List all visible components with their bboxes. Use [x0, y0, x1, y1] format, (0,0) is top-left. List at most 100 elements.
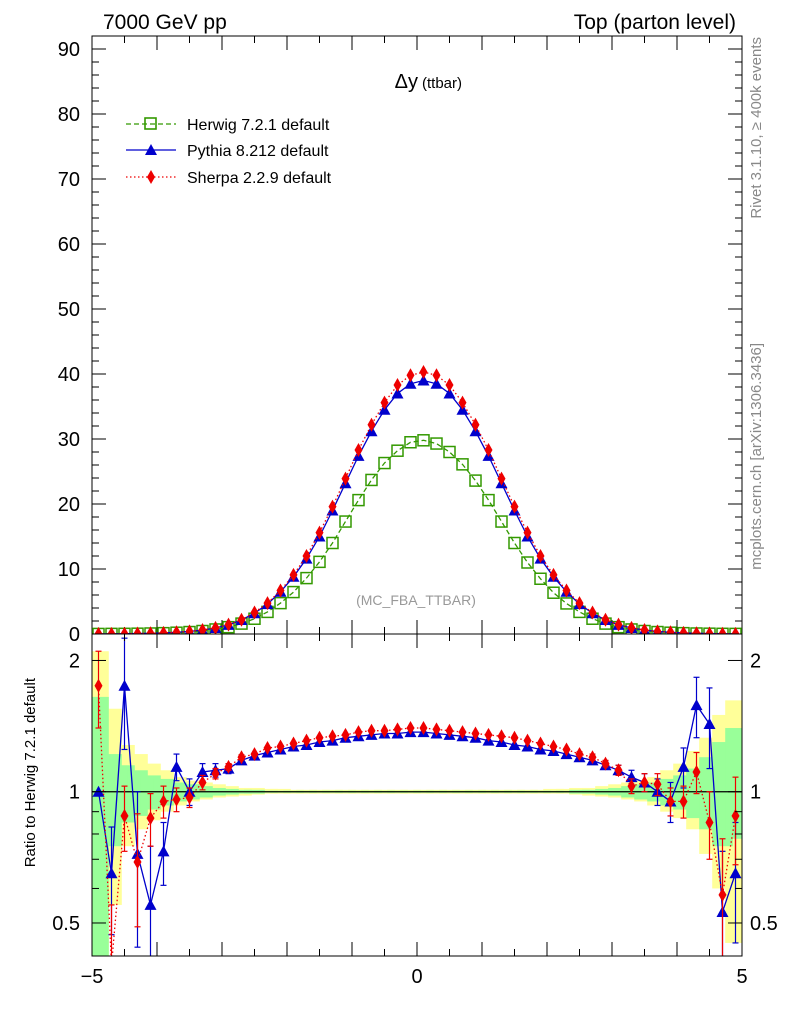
sherpa-point: [406, 368, 415, 383]
sherpa-ratio-point: [159, 794, 168, 809]
pythia-point: [443, 387, 456, 399]
sherpa-ratio-point: [666, 794, 675, 809]
herwig-point: [365, 473, 378, 487]
sherpa-ratio-point: [705, 815, 714, 830]
sherpa-point: [198, 623, 207, 634]
sherpa-point: [536, 549, 545, 563]
main-y-tick-label: 70: [58, 169, 80, 191]
sherpa-ratio-point: [640, 775, 649, 790]
sherpa-point: [393, 378, 402, 393]
sherpa-ratio-point: [562, 742, 571, 757]
sherpa-ratio-point: [575, 747, 584, 762]
sherpa-point: [679, 625, 688, 634]
herwig-point: [521, 556, 534, 569]
herwig-point: [508, 536, 521, 550]
main-y-tick-label: 80: [58, 104, 80, 126]
sherpa-ratio-point: [224, 759, 233, 774]
main-y-axis: 0 10 20 30 40 50 60 70 80 90: [58, 35, 742, 646]
sherpa-point: [94, 626, 103, 634]
herwig-band-green: [725, 728, 742, 839]
herwig-point: [547, 586, 560, 599]
main-panel: 0 10 20 30 40 50 60 70 80 90 Δy (ttbar) (MC_FBA_T…: [58, 35, 743, 646]
sherpa-ratio-point: [211, 766, 220, 781]
herwig-point: [534, 572, 547, 585]
sherpa-point: [159, 625, 168, 634]
sherpa-point: [107, 626, 116, 634]
sherpa-point: [263, 596, 272, 611]
legend-entry-herwig: Herwig 7.2.1 default: [126, 117, 330, 134]
sherpa-ratio-point: [458, 725, 467, 740]
sherpa-point: [614, 617, 623, 632]
sherpa-point: [601, 612, 610, 627]
herwig-point: [482, 493, 495, 507]
legend-herwig-label: Herwig 7.2.1 default: [187, 117, 330, 134]
herwig-point: [456, 458, 469, 471]
ratio-y-tick-label-right: 1: [750, 782, 761, 804]
herwig-point: [352, 493, 365, 507]
sherpa-point: [211, 620, 220, 634]
main-y-tick-label: 20: [58, 494, 80, 516]
analysis-id-label: (MC_FBA_TTBAR): [356, 592, 476, 608]
sherpa-point: [237, 612, 246, 627]
legend: Herwig 7.2.1 default Pythia 8.212 defaul…: [126, 117, 332, 187]
herwig-point: [287, 585, 300, 599]
sherpa-point: [146, 626, 155, 634]
herwig-point: [430, 437, 443, 450]
main-y-tick-label: 40: [58, 364, 80, 386]
herwig-point: [300, 571, 313, 585]
sherpa-ratio-point: [536, 736, 545, 751]
observable-group-label: Top (parton level): [574, 11, 736, 34]
sherpa-ratio-point: [315, 730, 324, 745]
sherpa-point: [289, 567, 298, 582]
ratio-panel: 0.5 0.5 1 1 2 2 −5 0 5 Ratio to Herwig 7.2.1 de…: [22, 633, 778, 988]
sherpa-point: [341, 471, 350, 486]
sherpa-ratio-point: [354, 725, 363, 740]
ratio-y-tick-label: 0.5: [52, 913, 80, 935]
herwig-point: [404, 436, 417, 449]
herwig-point: [417, 434, 430, 447]
sherpa-ratio-point: [614, 763, 623, 778]
main-y-tick-label: 0: [69, 624, 80, 646]
main-x-ticks: [91, 36, 743, 634]
legend-pythia-label: Pythia 8.212 default: [187, 143, 329, 160]
sherpa-ratio-point: [601, 756, 610, 771]
plot-title-sub: (ttbar): [422, 75, 462, 92]
sherpa-point: [653, 624, 662, 634]
sherpa-ratio-point: [692, 764, 701, 779]
mcplots-reference-label: mcplots.cern.ch [arXiv:1306.3436]: [748, 343, 765, 570]
sherpa-point: [354, 443, 363, 458]
herwig-point: [313, 555, 326, 569]
sherpa-ratio-point: [484, 727, 493, 742]
sherpa-point: [692, 626, 701, 634]
sherpa-point: [250, 605, 259, 620]
herwig-point: [443, 445, 456, 459]
sherpa-ratio-point: [393, 722, 402, 737]
sherpa-ratio-point: [276, 739, 285, 754]
sherpa-ratio-point: [419, 721, 428, 736]
sherpa-point: [718, 626, 727, 634]
sherpa-point: [588, 605, 597, 620]
sherpa-point: [666, 625, 675, 634]
sherpa-ratio-point: [471, 726, 480, 741]
sherpa-point: [172, 625, 181, 634]
main-y-tick-label: 60: [58, 234, 80, 256]
sherpa-ratio-point: [328, 729, 337, 744]
sherpa-ratio-point: [497, 729, 506, 744]
sherpa-ratio-point: [146, 811, 155, 826]
ratio-y-tick-label-right: 2: [750, 650, 761, 672]
legend-sherpa-label: Sherpa 2.2.9 default: [187, 170, 332, 187]
herwig-point: [560, 597, 573, 610]
sherpa-ratio-point: [549, 739, 558, 754]
ratio-y-tick-label-right: 0.5: [750, 913, 778, 935]
herwig-point: [495, 515, 508, 528]
sherpa-point: [432, 368, 441, 383]
main-y-tick-label: 90: [58, 39, 80, 61]
pythia-ratio-point: [729, 867, 742, 879]
herwig-point: [391, 444, 404, 457]
sherpa-ratio-point: [289, 736, 298, 751]
sherpa-point: [731, 626, 740, 634]
sherpa-point: [575, 596, 584, 611]
pythia-ratio-point: [703, 717, 716, 729]
pythia-ratio-point: [105, 867, 118, 879]
pythia-point: [430, 377, 443, 389]
